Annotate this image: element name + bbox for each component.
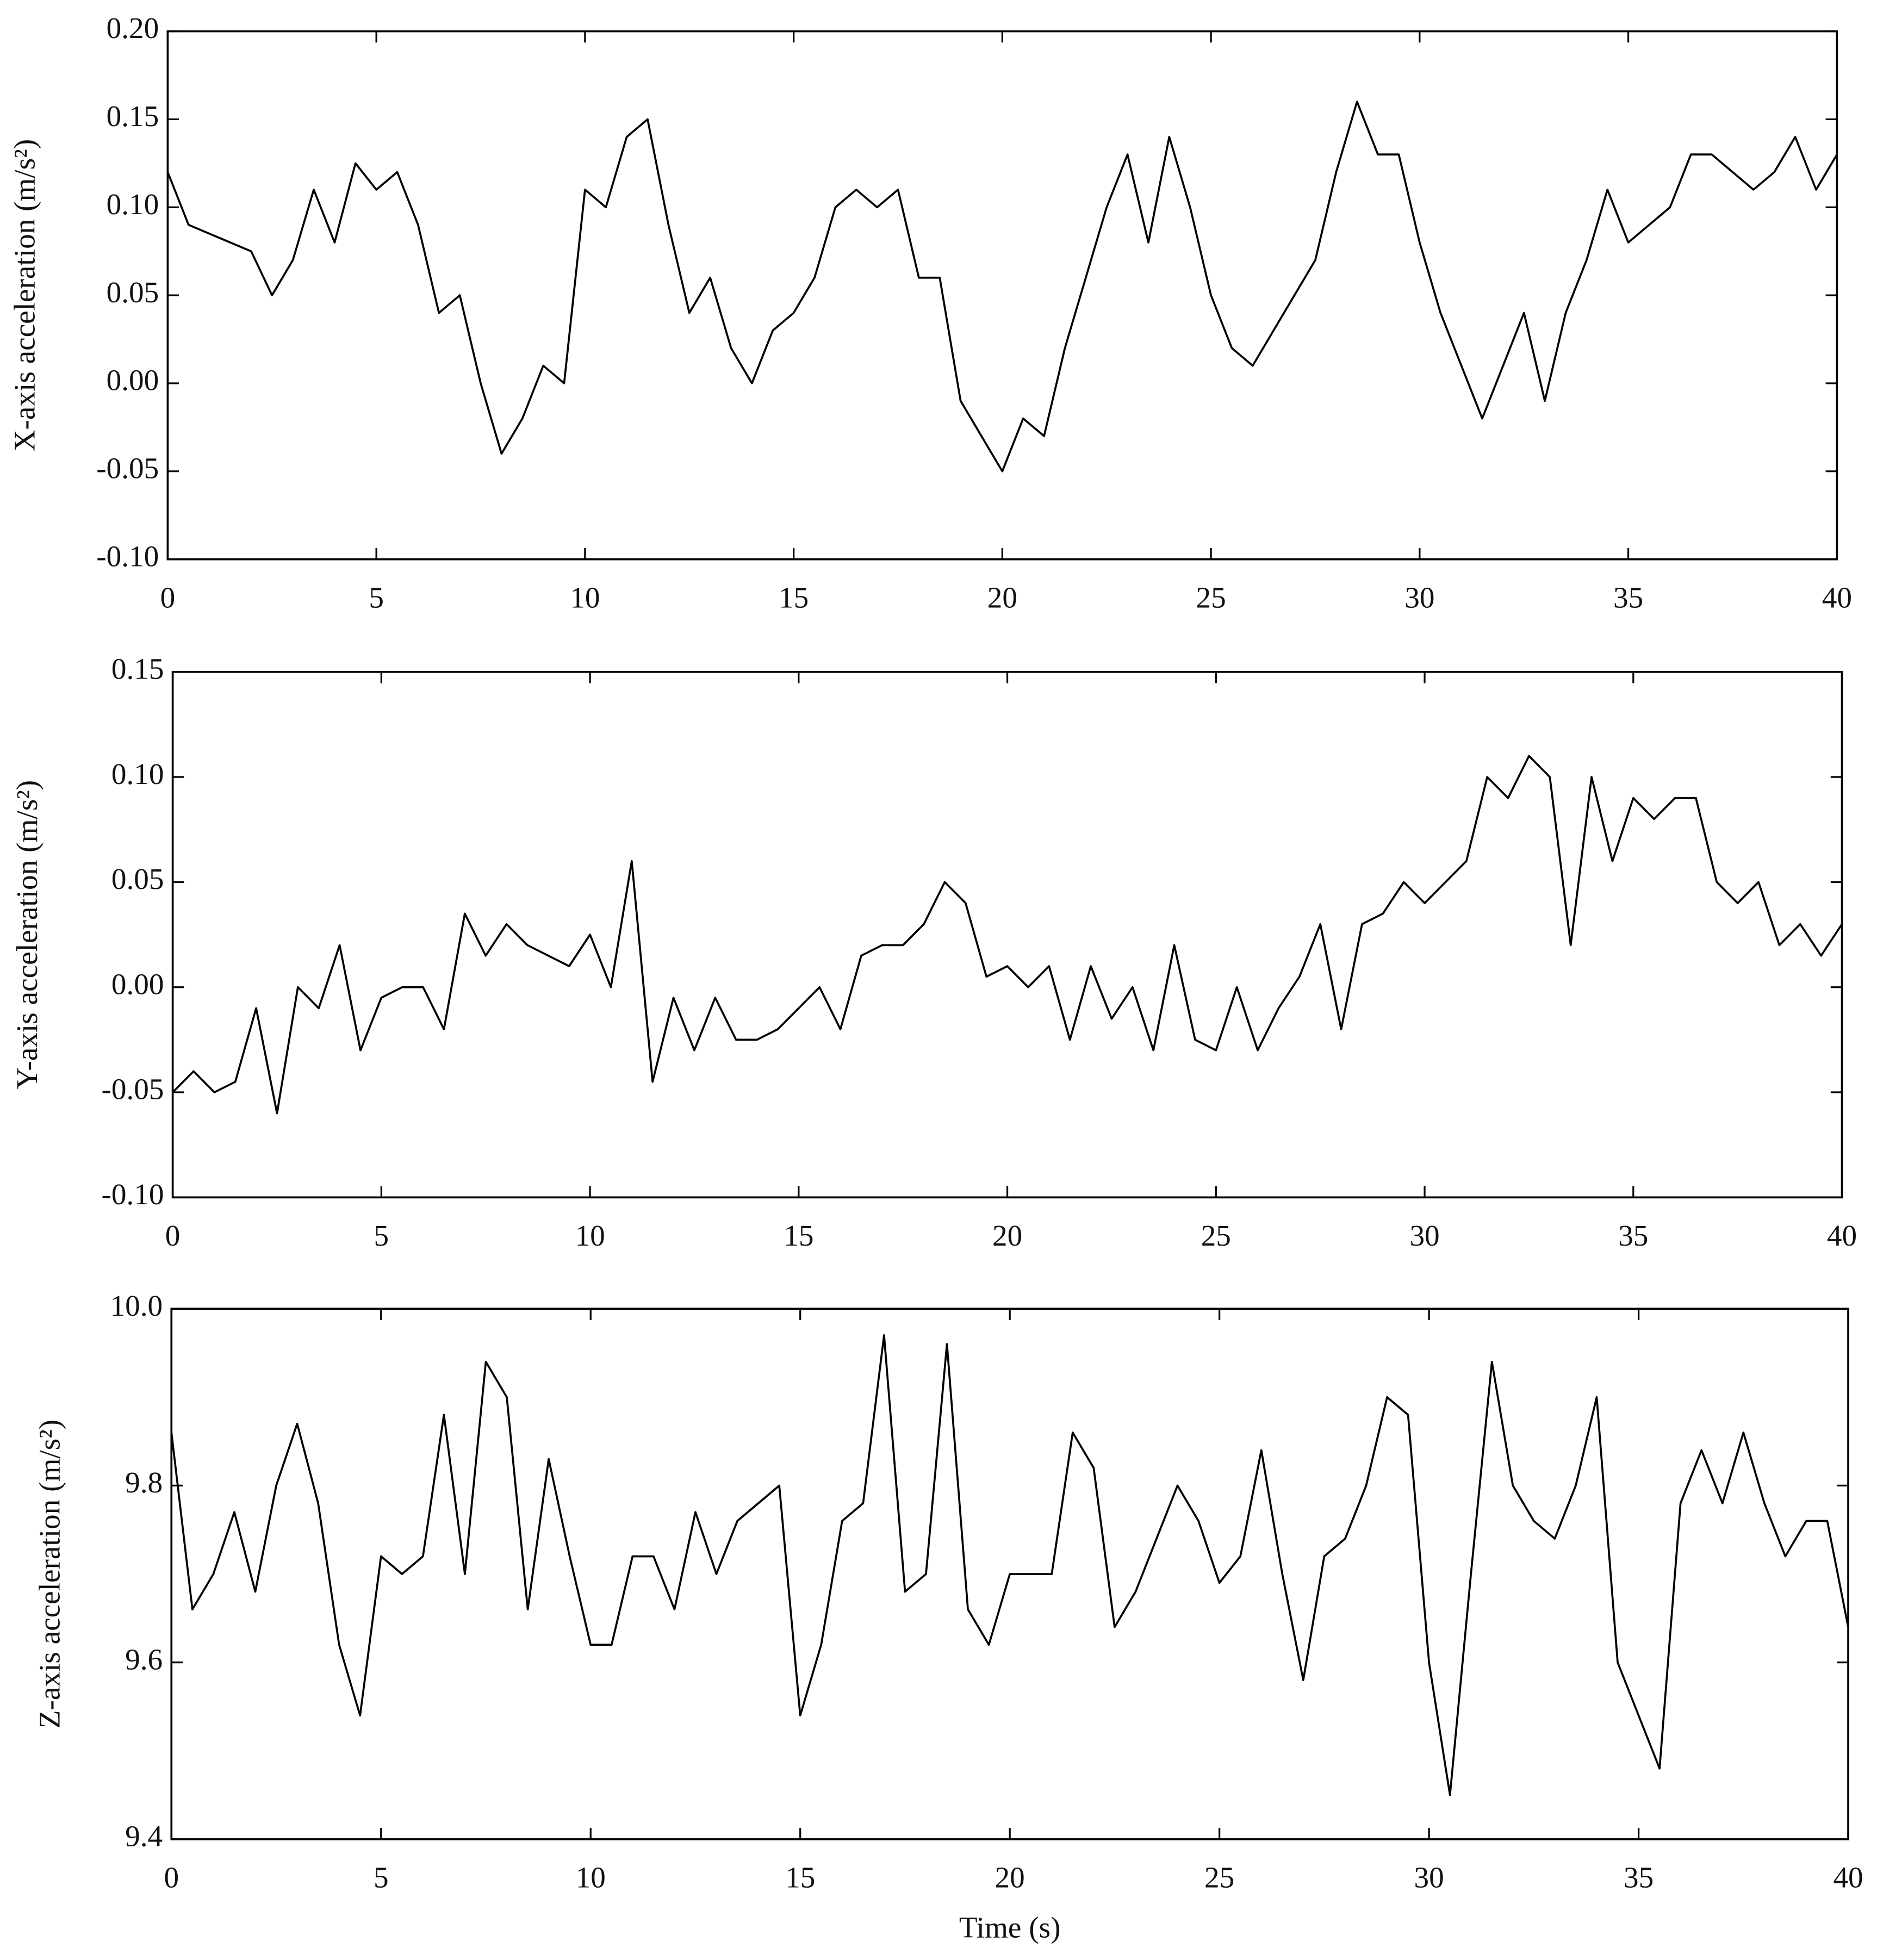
x-tick-label: 35 [1613, 581, 1643, 614]
y-tick-label: 0.10 [111, 757, 164, 791]
x-tick-label: 5 [369, 581, 384, 614]
y-tick-label: 0.20 [107, 11, 159, 45]
x-tick-label: 35 [1624, 1861, 1654, 1894]
y-tick-label: 9.6 [125, 1642, 163, 1676]
y-tick-label: -0.05 [101, 1073, 164, 1106]
y-tick-label: -0.10 [101, 1178, 164, 1211]
x-tick-label: 0 [165, 1219, 181, 1252]
y-tick-label: 0.15 [107, 99, 159, 133]
plot-frame [166, 30, 1838, 561]
x-tick-label: 40 [1827, 1219, 1857, 1252]
x-tick-label: 15 [785, 1861, 815, 1894]
x-axis-label: Time (s) [959, 1911, 1061, 1944]
x-tick-label: 20 [987, 581, 1017, 614]
y-tick-label: 0.05 [111, 862, 164, 895]
x-tick-label: 20 [995, 1861, 1025, 1894]
x-tick-label: 25 [1204, 1861, 1234, 1894]
y-tick-label: 0.15 [111, 652, 164, 685]
y-axis-label: Z-axis acceleration (m/s²) [33, 1420, 66, 1728]
y-tick-label: 9.4 [125, 1820, 163, 1853]
x-tick-label: 10 [570, 581, 600, 614]
y-tick-label: -0.05 [96, 451, 159, 484]
x-tick-label: 30 [1409, 1219, 1439, 1252]
x-tick-label: 10 [576, 1861, 606, 1894]
data-line [172, 755, 1843, 1115]
x-tick-label: 35 [1618, 1219, 1648, 1252]
x-tick-label: 30 [1414, 1861, 1444, 1894]
y-tick-label: 0.05 [107, 276, 159, 309]
y-tick-label: 9.8 [125, 1466, 163, 1499]
x-tick-label: 25 [1196, 581, 1226, 614]
x-tick-label: 0 [160, 581, 176, 614]
y-tick-label: -0.10 [96, 539, 159, 573]
x-tick-label: 15 [784, 1219, 813, 1252]
plot-frame [171, 670, 1843, 1199]
x-tick-label: 10 [575, 1219, 605, 1252]
y-axis-label: X-axis acceleration (m/s²) [8, 139, 41, 452]
x-tick-label: 40 [1822, 581, 1852, 614]
data-line [166, 101, 1838, 472]
data-line [170, 1334, 1849, 1796]
y-axis-label: Y-axis acceleration (m/s²) [10, 780, 43, 1090]
y-tick-label: 0.00 [111, 967, 164, 1000]
x-tick-label: 25 [1201, 1219, 1231, 1252]
y-tick-label: 0.10 [107, 188, 159, 221]
x-tick-label: 15 [779, 581, 809, 614]
x-tick-label: 40 [1833, 1861, 1863, 1894]
x-tick-label: 5 [374, 1861, 389, 1894]
y-tick-label: 0.00 [107, 364, 159, 397]
x-tick-label: 20 [992, 1219, 1022, 1252]
x-tick-label: 5 [374, 1219, 389, 1252]
y-tick-label: 10.0 [110, 1289, 163, 1322]
x-tick-label: 0 [164, 1861, 179, 1894]
x-tick-label: 30 [1404, 581, 1434, 614]
